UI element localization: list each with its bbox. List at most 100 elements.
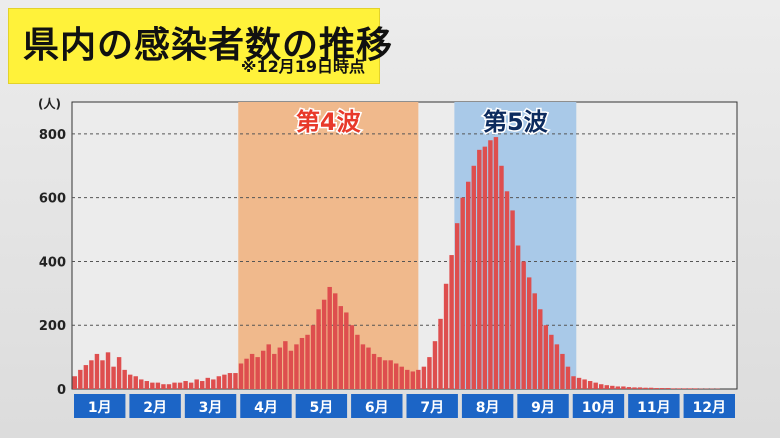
bar (366, 347, 371, 389)
bar (338, 306, 343, 389)
bar (493, 137, 499, 389)
bar (116, 357, 122, 389)
bar (499, 165, 504, 389)
bar (388, 360, 393, 389)
bar (466, 181, 471, 389)
bar (211, 379, 216, 389)
bar (144, 381, 150, 389)
bar (643, 387, 648, 389)
bar (571, 376, 576, 389)
bar (105, 352, 111, 389)
month-box-3 (184, 394, 237, 418)
bar (543, 325, 549, 389)
chart-title: 県内の感染者数の推移 (23, 25, 394, 66)
bar (327, 286, 332, 389)
bar (233, 373, 238, 389)
bar (321, 299, 327, 389)
bar (549, 334, 554, 389)
bar (449, 255, 454, 389)
bar (377, 357, 382, 389)
bar (593, 382, 598, 389)
y-tick-label-400: 400 (39, 255, 66, 270)
y-tick-label-800: 800 (39, 128, 66, 143)
bar (222, 374, 227, 389)
bar (671, 388, 676, 389)
month-box-10 (572, 394, 625, 418)
bar (443, 283, 449, 389)
bar (72, 376, 77, 389)
bar (532, 293, 537, 389)
bar (621, 386, 626, 389)
title-box: 県内の感染者数の推移 ※12月19日時点 (8, 8, 392, 84)
bar (294, 344, 299, 389)
bar (521, 261, 526, 389)
bar (227, 373, 233, 389)
bar (693, 388, 698, 389)
bar (460, 197, 465, 389)
month-box-8 (461, 394, 514, 418)
bar (405, 369, 410, 389)
bar (100, 360, 105, 389)
bar (515, 245, 521, 389)
y-tick-label-600: 600 (39, 192, 66, 207)
month-label-10: 10月 (582, 400, 615, 416)
bar (504, 191, 510, 389)
bar (238, 363, 244, 389)
bar (216, 376, 222, 389)
bar (454, 223, 460, 389)
bar (166, 384, 172, 389)
bar (488, 140, 493, 389)
bar (344, 312, 349, 389)
month-box-11 (628, 394, 680, 418)
bar (576, 377, 582, 389)
bar (316, 309, 321, 389)
bar (682, 388, 687, 389)
bar (288, 350, 294, 389)
y-unit-label: (人) (38, 96, 61, 111)
bar (183, 381, 188, 389)
bar (659, 388, 665, 389)
month-label-1: 1月 (88, 400, 112, 416)
bar (299, 337, 305, 389)
bar (599, 384, 604, 389)
y-tick-label-200: 200 (39, 319, 66, 334)
bar (676, 388, 682, 389)
bar (205, 377, 210, 389)
month-box-9 (517, 394, 569, 418)
month-label-11: 11月 (637, 400, 670, 416)
month-label-7: 7月 (420, 400, 444, 416)
as-of-date-note: ※12月19日時点 (240, 57, 365, 76)
bar (582, 379, 587, 389)
bar (200, 381, 205, 389)
bar (111, 366, 116, 389)
wave-label-2: 第5波 (483, 108, 549, 136)
bar (188, 382, 194, 389)
bar (560, 353, 565, 389)
bar (587, 381, 593, 389)
bar (333, 293, 338, 389)
bar (637, 387, 643, 389)
bar (194, 379, 199, 389)
bar (310, 325, 316, 389)
bar (604, 385, 609, 389)
bar (305, 334, 310, 389)
bar (122, 369, 127, 389)
bar (266, 344, 271, 389)
month-box-1 (74, 394, 126, 418)
bar (471, 165, 476, 389)
bar (371, 353, 377, 389)
bar (648, 387, 654, 389)
bar (610, 385, 615, 389)
bar (89, 360, 94, 389)
bar (615, 386, 621, 389)
bar (382, 360, 388, 389)
bar (360, 344, 366, 389)
month-label-3: 3月 (199, 400, 223, 416)
month-label-2: 2月 (143, 400, 167, 416)
bar (155, 382, 161, 389)
bar (421, 366, 427, 389)
month-label-12: 12月 (693, 400, 726, 416)
bar (399, 366, 404, 389)
month-box-6 (351, 394, 403, 418)
